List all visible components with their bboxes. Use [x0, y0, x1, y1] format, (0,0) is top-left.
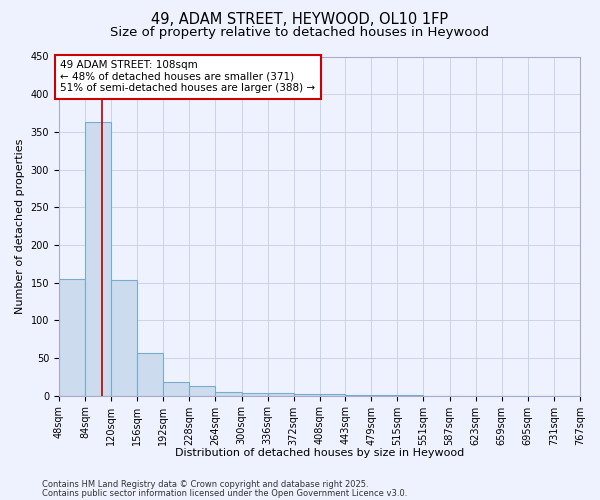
Y-axis label: Number of detached properties: Number of detached properties — [15, 138, 25, 314]
Bar — [242, 392, 268, 396]
Bar — [371, 395, 397, 396]
Bar — [59, 279, 85, 396]
Bar — [190, 386, 215, 396]
Text: Contains public sector information licensed under the Open Government Licence v3: Contains public sector information licen… — [42, 488, 407, 498]
Bar — [268, 394, 294, 396]
Bar — [345, 395, 371, 396]
Text: Contains HM Land Registry data © Crown copyright and database right 2025.: Contains HM Land Registry data © Crown c… — [42, 480, 368, 489]
X-axis label: Distribution of detached houses by size in Heywood: Distribution of detached houses by size … — [175, 448, 464, 458]
Bar — [85, 122, 111, 396]
Text: 49 ADAM STREET: 108sqm
← 48% of detached houses are smaller (371)
51% of semi-de: 49 ADAM STREET: 108sqm ← 48% of detached… — [61, 60, 316, 94]
Bar — [163, 382, 190, 396]
Bar — [294, 394, 320, 396]
Text: 49, ADAM STREET, HEYWOOD, OL10 1FP: 49, ADAM STREET, HEYWOOD, OL10 1FP — [151, 12, 449, 28]
Bar — [397, 395, 424, 396]
Bar — [215, 392, 242, 396]
Bar — [320, 394, 345, 396]
Bar — [111, 280, 137, 396]
Bar — [137, 352, 163, 396]
Text: Size of property relative to detached houses in Heywood: Size of property relative to detached ho… — [110, 26, 490, 39]
